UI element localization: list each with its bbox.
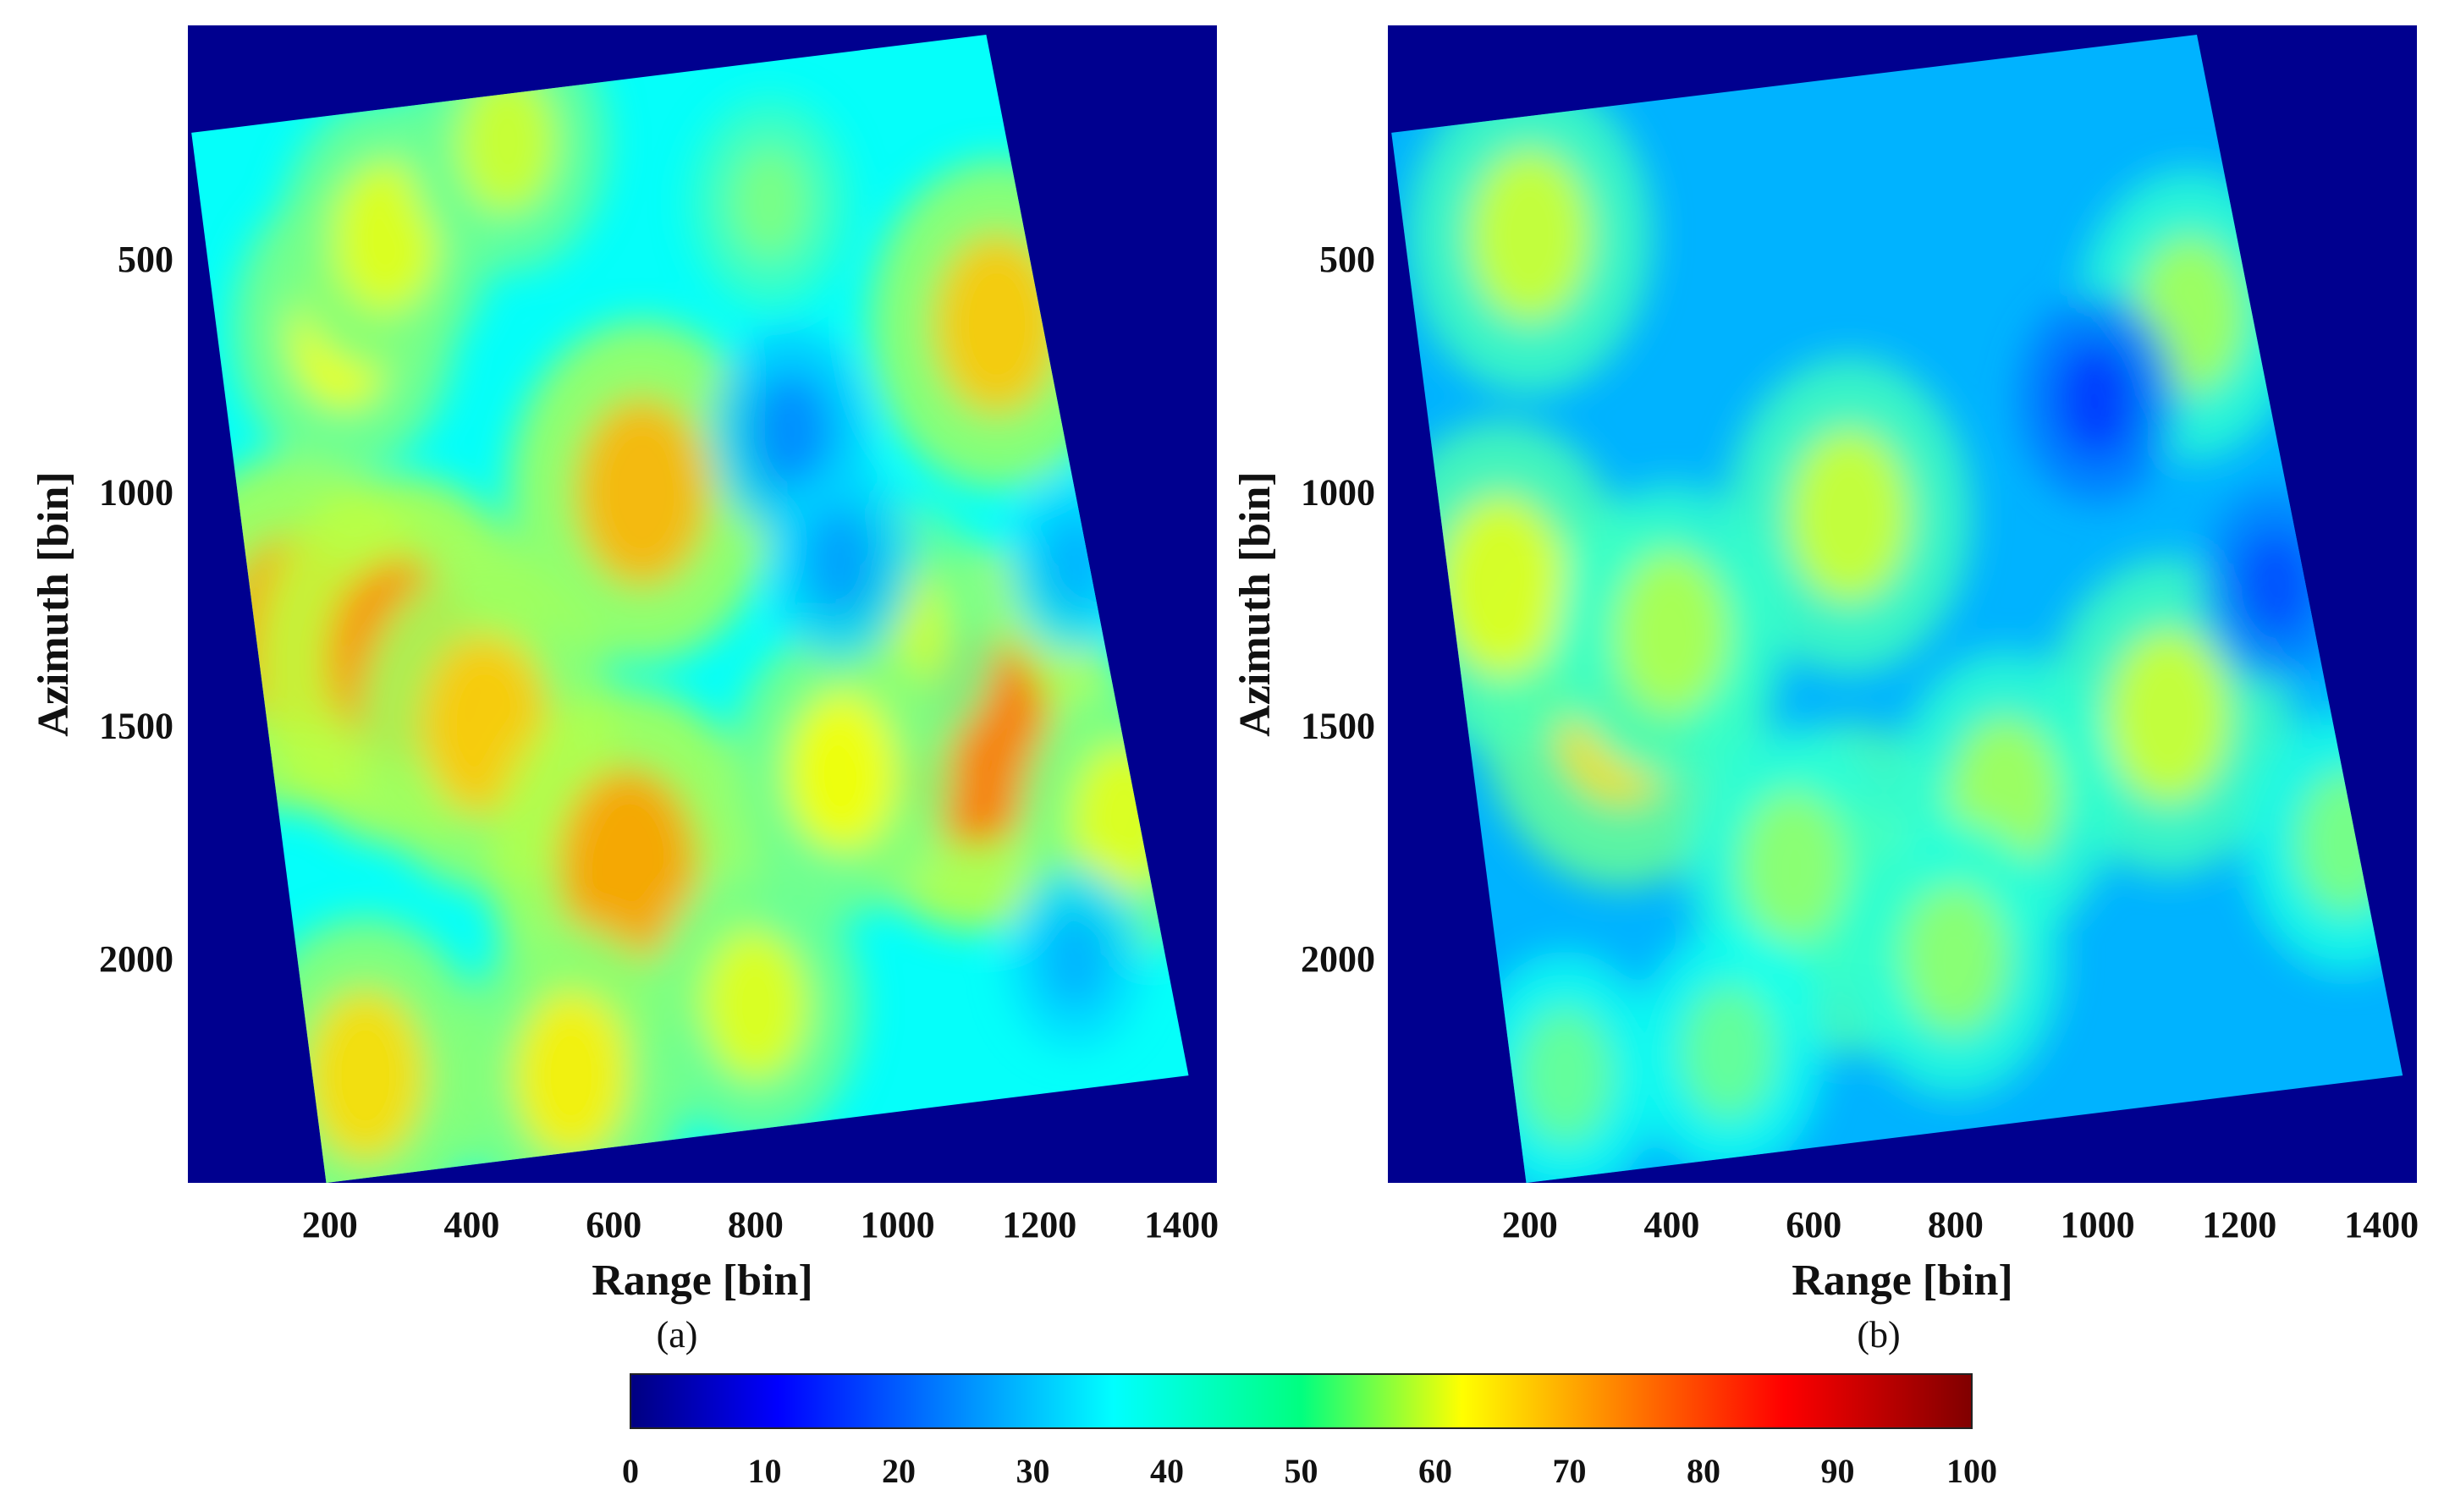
panel-a-hotspot-core: [784, 692, 897, 852]
panel-b-hotspot-core: [1787, 428, 1911, 603]
panel-b-hotspot-core: [1614, 550, 1729, 714]
colorbar: 0 10 20 30 40 50 60 70 80 90 100: [622, 1373, 1997, 1490]
panel-a-y-ticks: 500 1000 1500 2000: [99, 239, 173, 980]
panel-b-hotspot-core: [1517, 1007, 1613, 1144]
panel-b-hotspot-core: [1902, 882, 2009, 1035]
colorbar-tick-label: 30: [1016, 1452, 1050, 1490]
panel-a-hotspot-core: [702, 929, 809, 1082]
panel-a-y-tick-label: 2000: [99, 938, 173, 980]
panel-b-y-tick-label: 500: [1319, 239, 1375, 280]
panel-b-x-tick-label: 600: [1786, 1204, 1841, 1245]
colorbar-tick-label: 90: [1821, 1452, 1855, 1490]
panel-b-y-axis-label: Azimuth [bin]: [1231, 471, 1280, 736]
panel-a-hotspot-core: [456, 69, 558, 215]
panel-b-hotspot-core: [2107, 629, 2230, 804]
panel-a-y-tick-label: 500: [118, 239, 173, 280]
panel-b-hotspot-core: [1739, 789, 1846, 942]
panel-b-x-tick-label: 1400: [2344, 1204, 2419, 1245]
panel-b: 500 1000 1500 2000 200 400 600 800 1000 1200 1400…: [1231, 25, 2419, 1355]
panel-b-x-tick-label: 1200: [2202, 1204, 2276, 1245]
panel-a-x-tick-label: 400: [443, 1204, 499, 1245]
colorbar-tick-label: 50: [1285, 1452, 1318, 1490]
panel-b-x-tick-label: 400: [1643, 1204, 1699, 1245]
panel-a-x-tick-label: 800: [728, 1204, 784, 1245]
panel-b-x-ticks: 200 400 600 800 1000 1200 1400: [1502, 1204, 2419, 1245]
panel-a-y-tick-label: 1000: [99, 472, 173, 514]
panel-a-y-axis-label: Azimuth [bin]: [30, 471, 78, 736]
panel-a-hotspot-core: [730, 145, 810, 261]
panel-b-hotspots: [1391, 77, 2403, 1183]
panel-b-hotspot-core: [2057, 341, 2138, 456]
colorbar-ticks: 0 10 20 30 40 50 60 70 80 90 100: [622, 1452, 1997, 1490]
panel-b-x-tick-label: 1000: [2061, 1204, 2135, 1245]
panel-a-hotspot-core: [333, 159, 440, 311]
panel-a: 500 1000 1500 2000 200 400 600 800 1000 1200 1400…: [30, 25, 1219, 1355]
colorbar-tick-label: 0: [622, 1452, 639, 1490]
panel-b-y-tick-label: 1000: [1301, 472, 1375, 514]
panel-b-hotspot-core: [1681, 983, 1776, 1121]
panel-a-x-tick-label: 1000: [861, 1204, 935, 1245]
colorbar-tick-label: 100: [1946, 1452, 1997, 1490]
panel-b-x-axis-label: Range [bin]: [1792, 1256, 2012, 1305]
panel-b-label: (b): [1857, 1314, 1900, 1355]
panel-b-y-ticks: 500 1000 1500 2000: [1301, 239, 1375, 980]
panel-a-hotspot-core: [804, 509, 878, 616]
colorbar-tick-label: 70: [1553, 1452, 1587, 1490]
colorbar-tick-label: 80: [1687, 1452, 1720, 1490]
panel-b-hotspot-core: [1437, 494, 1566, 677]
panel-b-y-tick-label: 1500: [1301, 705, 1375, 746]
panel-b-heatmap: [1391, 35, 2403, 1183]
panel-a-x-tick-label: 1400: [1144, 1204, 1219, 1245]
panel-a-hotspot-core: [575, 397, 709, 587]
colorbar-tick-label: 10: [748, 1452, 782, 1490]
panel-a-y-tick-label: 1500: [99, 705, 173, 746]
panel-b-hotspot-core: [1468, 148, 1591, 323]
panel-a-x-tick-label: 200: [302, 1204, 358, 1245]
colorbar-gradient: [630, 1373, 1973, 1429]
colorbar-tick-label: 20: [882, 1452, 916, 1490]
panel-b-x-tick-label: 200: [1502, 1204, 1558, 1245]
panel-a-hotspot-core: [512, 992, 630, 1159]
panel-a-hotspot-core: [559, 767, 697, 964]
panel-b-hotspot-core: [2238, 531, 2312, 640]
panel-a-hotspot-core: [1041, 909, 1109, 1009]
panel-a-label: (a): [657, 1314, 698, 1355]
colorbar-tick-label: 40: [1150, 1452, 1184, 1490]
panel-a-x-axis-label: Range [bin]: [592, 1256, 812, 1305]
panel-a-hotspot-core: [933, 233, 1061, 415]
colorbar-tick-label: 60: [1418, 1452, 1452, 1490]
panel-b-y-tick-label: 2000: [1301, 938, 1375, 980]
panel-a-x-tick-label: 600: [586, 1204, 641, 1245]
panel-a-hotspot-core: [751, 374, 831, 489]
panel-a-hotspot-core: [304, 988, 427, 1163]
panel-a-x-tick-label: 1200: [1002, 1204, 1076, 1245]
panel-a-x-ticks: 200 400 600 800 1000 1200 1400: [302, 1204, 1219, 1245]
panel-b-x-tick-label: 800: [1928, 1204, 1984, 1245]
